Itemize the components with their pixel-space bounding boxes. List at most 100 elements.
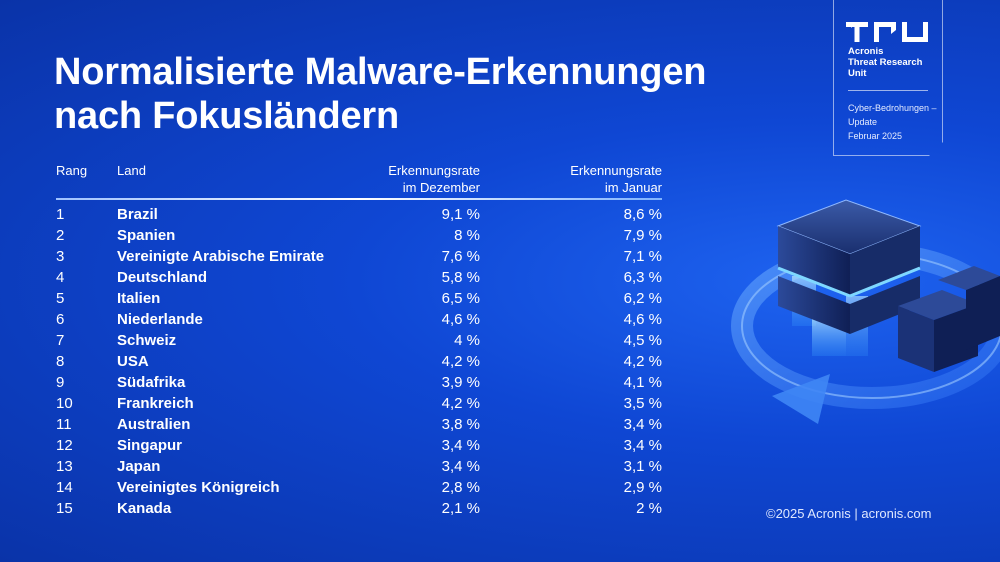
rank-cell: 3 [56,248,65,265]
country-cell: USA [117,353,149,370]
country-cell: Deutschland [117,269,208,286]
rank-cell: 14 [56,479,73,496]
header-december-line-2: im Dezember [402,180,480,195]
title-line-1: Normalisierte Malware-Erkennungen [54,51,707,93]
table-row: 6 Niederlande 4,6 % 4,6 % [56,309,662,330]
header-december: Erkennungsrate im Dezember [388,162,480,196]
country-cell: Kanada [117,500,172,517]
january-cell: 4,6 % [623,311,662,328]
header-divider [56,198,662,200]
table-row: 9 Südafrika 3,9 % 4,1 % [56,372,662,393]
country-cell: Schweiz [117,332,177,349]
country-cell: Vereinigte Arabische Emirate [117,248,325,265]
badge-subtitle: Cyber-Bedrohungen – Update Februar 2025 [848,101,937,143]
rank-cell: 9 [56,374,65,391]
january-cell: 4,1 % [623,374,662,391]
rank-cell: 11 [56,416,72,433]
december-cell: 2,8 % [441,479,480,496]
december-cell: 4 % [454,332,480,349]
table-row: 2 Spanien 8 % 7,9 % [56,225,662,246]
december-cell: 3,8 % [441,416,480,433]
table-header: Rang Land Erkennungsrate im Dezember Erk… [56,160,662,196]
table-row: 8 USA 4,2 % 4,2 % [56,351,662,372]
rank-cell: 2 [56,227,65,244]
rank-cell: 12 [56,437,73,454]
badge-divider [848,90,928,91]
december-cell: 4,2 % [441,395,480,412]
january-cell: 6,2 % [623,290,662,307]
tru-logo-icon [846,22,928,42]
table-row: 13 Japan 3,4 % 3,1 % [56,456,662,477]
january-cell: 2 % [636,500,662,517]
header-january-line-2: im Januar [604,180,662,195]
country-cell: Italien [117,290,161,307]
december-cell: 4,2 % [441,353,480,370]
table-row: 5 Italien 6,5 % 6,2 % [56,288,662,309]
december-cell: 9,1 % [441,206,480,223]
country-cell: Singapur [117,437,183,454]
badge-sub-line-3: Februar 2025 [848,131,903,141]
country-cell: Frankreich [117,395,194,412]
january-cell: 3,1 % [623,458,662,475]
december-cell: 7,6 % [441,248,480,265]
rank-cell: 1 [56,206,65,223]
table-row: 4 Deutschland 5,8 % 6,3 % [56,267,662,288]
title-line-2: nach Fokusländern [54,95,400,137]
country-cell: Australien [117,416,191,433]
badge-unit-line-2: Threat Research [848,57,923,68]
december-cell: 3,4 % [441,458,480,475]
table-row: 3 Vereinigte Arabische Emirate 7,6 % 7,1 % [56,246,662,267]
rank-cell: 10 [56,395,73,412]
badge-sub-line-2: Update [848,117,878,127]
footer-copyright: ©2025 Acronis | acronis.com [766,506,932,521]
header-january-line-1: Erkennungsrate [570,163,662,178]
december-cell: 3,9 % [441,374,480,391]
table-row: 12 Singapur 3,4 % 3,4 % [56,435,662,456]
january-cell: 8,6 % [623,206,662,223]
header-december-line-1: Erkennungsrate [388,163,480,178]
rank-cell: 5 [56,290,65,307]
table-row: 1 Brazil 9,1 % 8,6 % [56,204,662,225]
january-cell: 3,4 % [623,437,662,454]
badge-unit-name: Acronis Threat Research Unit [848,46,922,79]
rank-cell: 7 [56,332,65,349]
table-body: 1 Brazil 9,1 % 8,6 % 2 Spanien 8 % 7,9 % 3 Vere… [56,204,662,519]
december-cell: 8 % [454,227,480,244]
table-row: 14 Vereinigtes Königreich 2,8 % 2,9 % [56,477,662,498]
country-cell: Südafrika [117,374,186,391]
january-cell: 4,5 % [623,332,662,349]
header-rank: Rang [56,163,88,178]
december-cell: 3,4 % [441,437,480,454]
page-title: Normalisierte Malware-Erkennungen nach F… [54,50,774,138]
header-january: Erkennungsrate im Januar [570,162,662,196]
ranking-table: Rang Land Erkennungsrate im Dezember Erk… [56,160,662,517]
january-cell: 6,3 % [623,269,662,286]
december-cell: 5,8 % [441,269,480,286]
january-cell: 4,2 % [623,353,662,370]
rank-cell: 15 [56,500,73,517]
january-cell: 2,9 % [623,479,662,496]
december-cell: 6,5 % [441,290,480,307]
tru-badge [833,0,943,156]
country-cell: Brazil [117,206,158,223]
country-cell: Vereinigtes Königreich [117,479,280,496]
rank-cell: 6 [56,311,65,328]
january-cell: 3,4 % [623,416,662,433]
rank-cell: 8 [56,353,65,370]
table-row: 11 Australien 3,8 % 3,4 % [56,414,662,435]
badge-unit-line-3: Unit [848,68,867,79]
badge-unit-line-1: Acronis [848,46,884,57]
table-row: 10 Frankreich 4,2 % 3,5 % [56,393,662,414]
january-cell: 3,5 % [623,395,662,412]
country-cell: Spanien [117,227,176,244]
january-cell: 7,9 % [623,227,662,244]
badge-sub-line-1: Cyber-Bedrohungen – [848,103,937,113]
december-cell: 4,6 % [441,311,480,328]
country-cell: Niederlande [117,311,203,328]
rank-cell: 4 [56,269,65,286]
table-row: 7 Schweiz 4 % 4,5 % [56,330,662,351]
server-cycle-illustration-icon [731,199,1000,424]
rank-cell: 13 [56,458,73,475]
header-country: Land [117,163,146,178]
